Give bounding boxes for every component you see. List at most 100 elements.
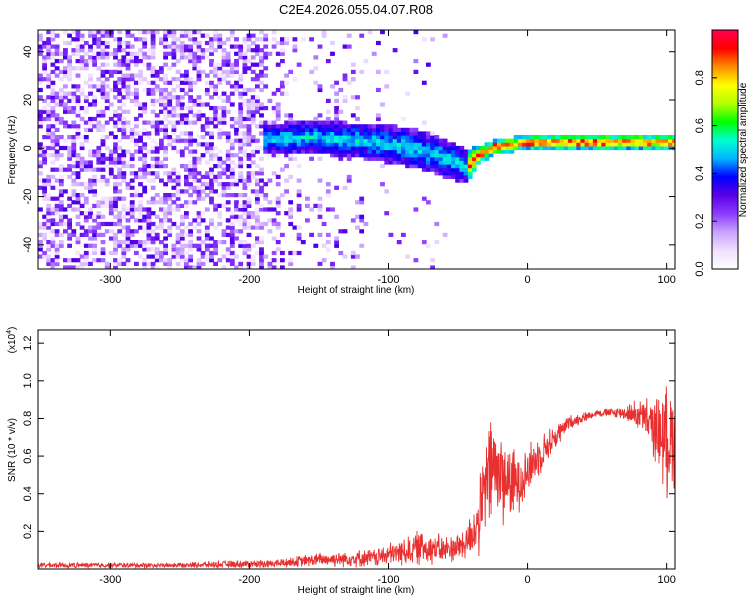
spectrogram-cell — [396, 131, 402, 136]
snr-xtick-label: -100 — [377, 574, 399, 586]
spectrogram-cell — [217, 95, 223, 100]
spectrogram-cell — [113, 203, 118, 208]
spectrogram-cell — [154, 160, 160, 165]
spectrogram-cell — [355, 153, 360, 158]
spectrogram-cell — [209, 59, 214, 64]
spectrogram-cell — [142, 120, 148, 125]
spectrogram-cell — [46, 182, 52, 187]
spectrogram-cell — [50, 218, 56, 223]
spectrogram-cell — [392, 145, 398, 151]
spectrogram-cell — [601, 142, 607, 147]
spectrogram-cell — [284, 80, 289, 85]
spectrogram-cell — [67, 167, 72, 172]
spectrogram-cell — [79, 160, 85, 165]
spectrogram-cell — [134, 149, 139, 154]
spectrogram-cell — [146, 229, 152, 234]
spectrogram-cell — [38, 73, 43, 78]
spectrogram-cell — [46, 145, 52, 151]
spectrogram-cell — [159, 66, 164, 71]
spectrogram-cell — [100, 153, 106, 158]
spectrogram-cell — [100, 55, 106, 60]
spectrogram-cell — [163, 87, 168, 93]
spectrogram-cell — [184, 203, 189, 208]
spectrogram-cell — [334, 214, 339, 219]
spectrogram-cell — [288, 153, 294, 158]
spectrogram-cell — [242, 131, 248, 136]
spectrogram-cell — [163, 193, 168, 198]
spectrogram-cell — [50, 33, 56, 38]
spectrogram-cell — [288, 135, 294, 140]
spectrogram-cell — [267, 98, 273, 103]
spectrogram-cell — [430, 167, 435, 172]
spectrogram-cell — [108, 174, 114, 179]
spectrogram-cell — [376, 142, 381, 147]
spectrogram-cell — [42, 254, 47, 259]
spectrogram-cell — [396, 142, 402, 147]
spectrogram-cell — [71, 232, 77, 237]
spectrogram-cell — [213, 156, 218, 161]
spectrogram-cell — [250, 48, 256, 53]
spectrogram-cell — [46, 153, 52, 158]
spectrogram-cell — [175, 232, 181, 237]
spectrogram-cell — [530, 142, 536, 147]
spectrogram-cell — [175, 178, 181, 183]
spectrogram-cell — [175, 189, 181, 194]
spectrogram-cell — [196, 55, 202, 60]
spectrogram-cell — [46, 218, 52, 223]
spectrogram-cell — [530, 135, 536, 140]
spectrogram-cell — [421, 131, 427, 136]
spectrogram-cell — [638, 142, 644, 147]
spectrogram-cell — [359, 214, 365, 219]
spectrogram-cell — [125, 33, 131, 38]
spectrogram-cell — [317, 207, 323, 212]
spectrogram-cell — [401, 160, 406, 165]
spectrogram-cell — [192, 178, 198, 183]
spectrogram-cell — [209, 116, 214, 122]
spectrogram-cell — [421, 240, 427, 245]
spectrogram-cell — [121, 250, 127, 256]
spectrogram-cell — [259, 87, 264, 93]
spectrogram-cell — [79, 48, 85, 53]
spectrogram-cell — [142, 30, 148, 35]
spectrogram-cell — [350, 131, 356, 136]
spectrogram-cell — [79, 44, 85, 49]
spectrogram-cell — [46, 40, 52, 46]
spectrogram-cell — [350, 124, 356, 129]
spectrogram-cell — [238, 44, 244, 49]
spectrogram-cell — [225, 200, 231, 205]
spectrogram-cell — [321, 142, 327, 147]
spectrogram-cell — [92, 236, 97, 241]
spectrogram-cell — [213, 66, 218, 71]
spectrogram-cell — [96, 40, 102, 46]
spectrogram-cell — [346, 178, 352, 183]
spectrogram-cell — [121, 77, 127, 82]
spectrogram-cell — [83, 211, 89, 216]
spectrogram-cell — [217, 131, 223, 136]
spectrogram-cell — [467, 149, 473, 154]
spectrogram-cell — [184, 91, 189, 96]
spectrogram-cell — [96, 55, 102, 60]
spectrogram-cell — [125, 211, 131, 216]
spectrogram-cell — [655, 135, 661, 140]
spectrogram-cell — [121, 40, 127, 46]
spectrogram-cell — [300, 142, 306, 147]
spectrogram-cell — [167, 135, 173, 140]
spectrogram-cell — [67, 109, 72, 114]
spectrogram-cell — [146, 236, 152, 241]
spectrogram-cell — [229, 124, 235, 129]
spectrogram-cell — [255, 225, 260, 230]
spectrogram-cell — [271, 236, 277, 241]
spectrogram-cell — [321, 258, 327, 263]
spectrogram-cell — [171, 178, 177, 183]
spectrogram-cell — [117, 261, 123, 266]
spectrogram-cell — [146, 200, 152, 205]
spectrogram-cell — [434, 138, 440, 143]
spectrogram-cell — [413, 138, 419, 143]
spectrogram-cell — [480, 153, 486, 158]
spectrogram-cell — [134, 116, 139, 122]
spectrogram-cell — [430, 156, 435, 161]
spectrogram-cell — [121, 153, 127, 158]
spectrogram-cell — [246, 200, 252, 205]
spectrogram-cell — [413, 59, 419, 64]
spectrogram-cell — [54, 232, 60, 237]
